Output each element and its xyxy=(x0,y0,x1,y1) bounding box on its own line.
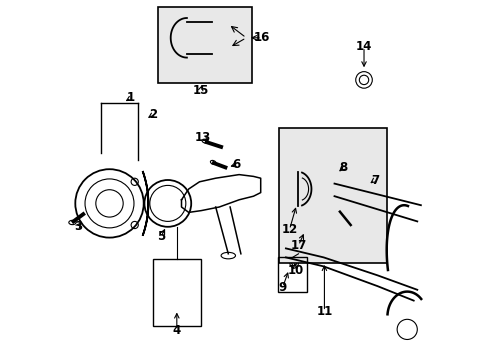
Text: 1: 1 xyxy=(127,91,135,104)
Text: 13: 13 xyxy=(195,131,211,144)
Text: 5: 5 xyxy=(157,230,165,243)
Text: 15: 15 xyxy=(192,84,208,97)
Text: 3: 3 xyxy=(74,220,82,233)
Bar xyxy=(278,128,386,263)
Text: 16: 16 xyxy=(253,31,269,44)
Text: 17: 17 xyxy=(290,239,306,252)
Bar xyxy=(277,257,306,292)
Bar xyxy=(158,7,251,83)
Text: 14: 14 xyxy=(355,40,371,53)
Text: 6: 6 xyxy=(232,158,240,171)
Text: 4: 4 xyxy=(172,324,181,337)
Text: 8: 8 xyxy=(339,161,347,174)
Polygon shape xyxy=(142,171,148,236)
Text: 2: 2 xyxy=(149,108,157,121)
Text: 11: 11 xyxy=(316,305,332,318)
Text: 12: 12 xyxy=(281,223,297,236)
Text: 9: 9 xyxy=(278,281,286,294)
Text: 10: 10 xyxy=(287,264,303,276)
Text: 7: 7 xyxy=(370,174,378,186)
Bar xyxy=(152,259,201,326)
